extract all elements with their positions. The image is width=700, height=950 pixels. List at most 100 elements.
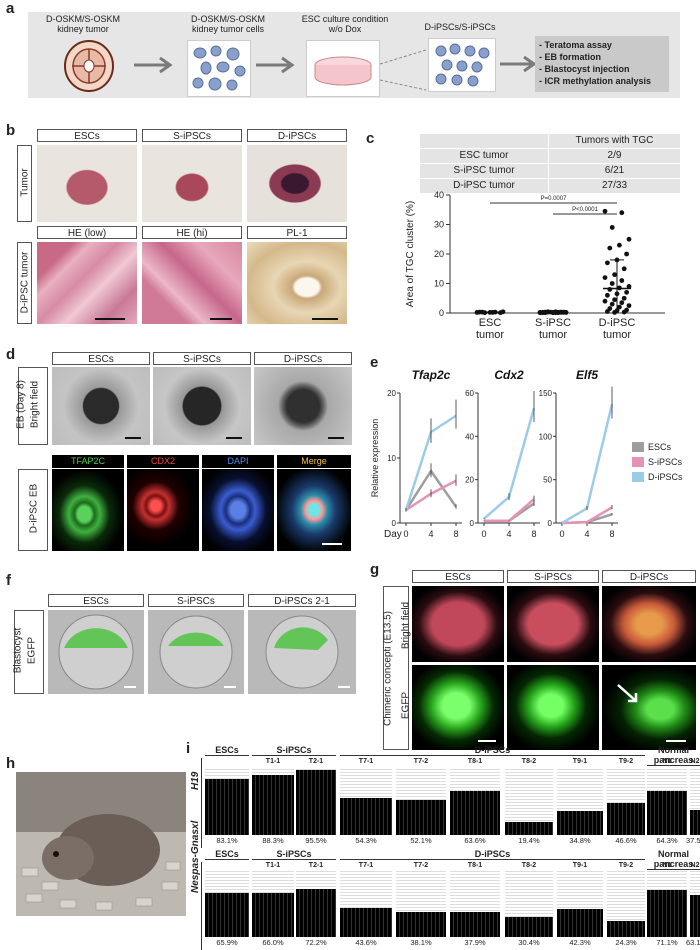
b-row-diPSC-tumor-label: D-iPSC tumor	[19, 251, 31, 314]
e-x-tick-label: 4	[584, 529, 589, 539]
i-percent-label: 66.0%	[262, 938, 284, 947]
i-methylated-fill	[607, 803, 645, 835]
merge-scalebar	[322, 543, 342, 545]
c-y-tick-label: 30	[434, 220, 444, 230]
i-methylation-grid	[505, 871, 553, 937]
e-x-tick-label: 0	[559, 529, 564, 539]
i-percent-label: 88.3%	[262, 836, 284, 845]
b-col-he-hi: HE (hi)	[142, 226, 242, 239]
panel-label-e: e	[370, 354, 379, 371]
dapi-stain-photo	[202, 469, 274, 551]
i-percent-label: 24.3%	[615, 938, 637, 947]
i-methylation-grid	[252, 871, 294, 937]
assay-list: - Teratoma assay - EB formation - Blasto…	[535, 36, 669, 92]
c-y-tick-label: 10	[434, 279, 444, 289]
i-methylation-grid	[450, 767, 500, 835]
d-row-diPSC-eb-box	[18, 469, 48, 551]
i-percent-label: 63.1%	[686, 938, 700, 947]
i-sample-label: T1-1	[265, 758, 281, 765]
eb-escs-photo	[52, 367, 150, 445]
c-data-point	[605, 292, 610, 298]
i-methylation-grid	[607, 871, 645, 937]
i-locus-bracket	[201, 862, 202, 950]
e-series-line	[561, 403, 614, 525]
i-percent-label: 71.1%	[656, 938, 678, 947]
methylation-panel: ESCs S-iPSCs D-iPSCs Normal pancreas H19 83.1…	[190, 745, 700, 950]
i-percent-label: 46.6%	[615, 836, 637, 845]
panel-label-d: d	[6, 346, 16, 363]
step3-caption: ESC culture condition w/o Dox	[298, 14, 392, 34]
c-y-tick-label: 40	[434, 190, 444, 200]
f-row-egfp-label: EGFP	[26, 636, 38, 665]
diPSC-tumor-photo	[247, 145, 347, 222]
step2-line1: D-OSKM/S-OSKM	[190, 14, 265, 24]
c-data-point	[612, 272, 617, 278]
chimera-arrow-icon	[617, 684, 638, 703]
step3-line2: w/o Dox	[328, 24, 362, 34]
i-methylated-fill	[396, 799, 446, 835]
i-sample-label: N1	[662, 862, 672, 869]
f-col-diPSCs21: D-iPSCs 2-1	[248, 594, 356, 607]
tgc-row-value: 2/9	[548, 149, 680, 163]
i-percent-label: 37.9%	[464, 938, 486, 947]
tgc-row-label: S-iPSC tumor	[453, 165, 515, 176]
chimera-egfp-escs-scalebar	[478, 740, 496, 742]
f-row-box	[14, 610, 44, 694]
eb-diPSCs-scalebar	[328, 437, 344, 439]
i-methylated-fill	[647, 791, 687, 835]
i-methylation-grid	[607, 767, 645, 835]
c-p-value-1: P=0.0007	[541, 196, 568, 202]
e-gene-title: Tfap2c	[412, 368, 451, 382]
i-group-header: ESCs	[205, 745, 249, 756]
chimera-egfp-diPSCs-photo	[602, 665, 696, 750]
i-percent-label: 19.4%	[518, 836, 540, 845]
i-sample-label: T8-1	[467, 862, 483, 869]
e-legend-swatch	[632, 442, 644, 452]
arrow-2-icon	[256, 56, 295, 74]
e-gene-title: Cdx2	[494, 368, 524, 382]
c-data-point	[612, 297, 617, 303]
i-methylated-fill	[205, 778, 249, 835]
i-methylation-grid	[557, 871, 603, 937]
chimera-mouse-photo	[16, 772, 186, 916]
panel-label-a: a	[6, 0, 15, 17]
tgc-table-header-row: Tumors with TGC	[420, 134, 680, 149]
i-group-header: D-iPSCs	[340, 849, 645, 860]
panel-label-h: h	[6, 755, 16, 772]
c-data-point	[621, 309, 627, 315]
expression-line-charts: Relative expression Day Tfap2c 0 10 20 0 4 8 Cdx2…	[370, 368, 683, 540]
i-percent-label: 34.8%	[569, 836, 591, 845]
c-data-point	[612, 310, 617, 315]
f-col-escs: ESCs	[48, 594, 144, 607]
i-methylation-grid	[505, 767, 553, 835]
c-x-tick-label: ESC	[479, 317, 502, 329]
i-methylated-fill	[340, 907, 392, 937]
i-methylation-grid	[647, 767, 687, 835]
e-y-tick-label: 60	[465, 389, 474, 398]
step2-caption: D-OSKM/S-OSKM kidney tumor cells	[168, 14, 288, 34]
g-side-label: Chimeric concepti (E13.5)	[382, 610, 394, 727]
i-methylation-grid	[340, 871, 392, 937]
c-data-point	[617, 304, 622, 310]
e-x-tick-label: 4	[428, 529, 433, 539]
assay-teratoma: - Teratoma assay	[539, 40, 612, 50]
tgc-table-row: ESC tumor 2/9	[420, 149, 680, 164]
i-sample-label: T9-2	[618, 862, 634, 869]
zoom-dashed-lines	[379, 49, 427, 91]
b-row-tumor-box	[17, 145, 32, 222]
arrow-1-icon	[134, 56, 173, 74]
e-y-tick-label: 0	[392, 519, 397, 528]
d-row-eb-label: EB (Day 8)	[15, 380, 27, 429]
i-percent-label: 63.6%	[464, 836, 486, 845]
blastocyst-diPSCs-photo	[248, 610, 356, 694]
i-sample-label: T7-2	[413, 862, 429, 869]
i-methylation-grid	[450, 871, 500, 937]
he-low-photo	[37, 242, 137, 324]
e-series-line	[483, 407, 536, 520]
i-group-header: S-iPSCs	[252, 849, 336, 860]
g-col-siPSCs: S-iPSCs	[507, 570, 599, 583]
e-gene-title: Elf5	[576, 368, 598, 382]
g-col-diPSCs: D-iPSCs	[602, 570, 696, 583]
e-legend-swatch	[632, 457, 644, 467]
c-p-value-2: P<0.0001	[572, 207, 599, 213]
